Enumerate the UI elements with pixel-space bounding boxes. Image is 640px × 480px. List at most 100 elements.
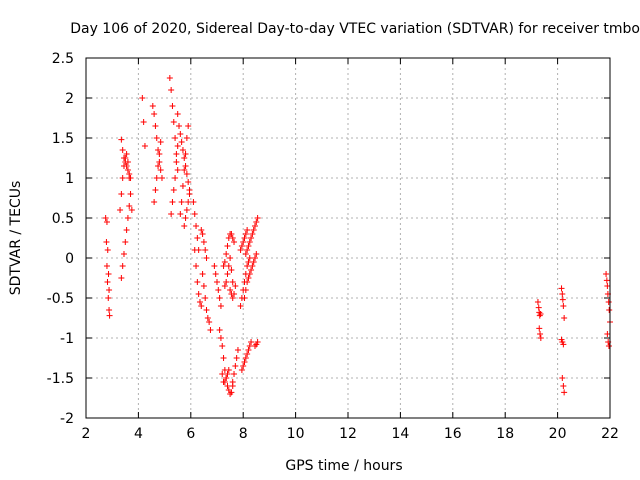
data-point bbox=[182, 151, 189, 157]
data-point bbox=[231, 371, 238, 377]
data-point bbox=[560, 341, 567, 348]
data-point bbox=[179, 147, 186, 153]
x-tick-label: 6 bbox=[186, 426, 195, 442]
data-point bbox=[177, 131, 184, 137]
data-point bbox=[535, 304, 542, 311]
data-point bbox=[158, 175, 165, 181]
data-point bbox=[174, 167, 181, 173]
data-point bbox=[172, 135, 179, 141]
y-tick-label: 2.5 bbox=[52, 51, 74, 67]
data-point bbox=[103, 239, 110, 245]
data-point bbox=[199, 271, 206, 277]
data-point bbox=[245, 259, 252, 265]
data-point bbox=[151, 111, 158, 117]
data-point bbox=[206, 319, 213, 325]
data-point bbox=[117, 207, 124, 213]
data-point bbox=[244, 227, 251, 233]
data-point bbox=[246, 255, 253, 261]
data-point bbox=[106, 307, 113, 313]
data-point bbox=[120, 251, 127, 257]
data-point bbox=[172, 175, 179, 181]
data-point bbox=[229, 279, 236, 285]
data-point bbox=[241, 235, 248, 241]
data-point bbox=[214, 279, 220, 285]
data-point bbox=[174, 143, 181, 149]
data-point bbox=[182, 215, 189, 221]
data-point bbox=[174, 111, 181, 117]
y-tick-label: -2 bbox=[60, 411, 74, 427]
data-point bbox=[200, 283, 207, 289]
data-point bbox=[219, 343, 226, 349]
data-point bbox=[141, 143, 148, 149]
data-point bbox=[168, 87, 175, 93]
data-point bbox=[203, 307, 210, 313]
data-point bbox=[228, 267, 235, 273]
data-point bbox=[128, 207, 135, 213]
data-point bbox=[194, 235, 201, 241]
data-point bbox=[126, 171, 133, 177]
data-point bbox=[152, 187, 159, 193]
data-point bbox=[216, 295, 223, 301]
data-point bbox=[242, 287, 249, 293]
data-point bbox=[118, 136, 125, 143]
x-tick-label: 2 bbox=[82, 426, 91, 442]
data-point bbox=[170, 187, 177, 193]
data-point bbox=[122, 159, 129, 165]
data-point bbox=[124, 215, 131, 221]
data-point bbox=[253, 251, 260, 257]
data-point bbox=[211, 263, 218, 269]
data-point bbox=[181, 167, 188, 173]
data-point bbox=[560, 383, 567, 389]
data-point bbox=[103, 263, 110, 269]
data-point bbox=[185, 199, 192, 205]
data-point bbox=[212, 271, 219, 277]
data-point bbox=[229, 379, 236, 385]
data-point bbox=[181, 223, 188, 229]
data-point bbox=[249, 231, 256, 237]
data-point bbox=[225, 367, 232, 373]
data-point bbox=[127, 175, 134, 181]
data-point bbox=[603, 277, 610, 284]
data-point bbox=[179, 183, 186, 189]
data-point bbox=[119, 263, 126, 269]
data-point bbox=[603, 271, 610, 277]
data-point bbox=[249, 263, 256, 269]
y-tick-label: -1 bbox=[60, 331, 74, 347]
data-point bbox=[202, 295, 209, 301]
data-point bbox=[251, 255, 258, 261]
axis-ticks: 2 4 6 8 10 12 14 16 18 20 22 2.5 2 1.5 1 0.5 0 -0.5 -1 -1.5… bbox=[47, 51, 619, 442]
data-point bbox=[104, 247, 111, 253]
data-point bbox=[124, 167, 131, 173]
data-point bbox=[227, 287, 234, 293]
y-tick-label: -0.5 bbox=[47, 291, 74, 307]
data-point bbox=[185, 123, 192, 129]
data-point bbox=[251, 223, 258, 229]
data-point bbox=[169, 103, 176, 109]
data-point bbox=[241, 359, 248, 365]
data-point bbox=[231, 291, 238, 297]
data-point bbox=[118, 191, 125, 197]
data-point bbox=[177, 211, 184, 217]
data-point bbox=[244, 247, 251, 253]
data-point bbox=[250, 227, 257, 233]
data-point bbox=[119, 147, 126, 153]
x-tick-label: 16 bbox=[444, 426, 462, 442]
data-point bbox=[223, 251, 230, 257]
data-point bbox=[186, 191, 193, 197]
data-point bbox=[176, 123, 183, 129]
data-point bbox=[242, 231, 249, 237]
data-point bbox=[248, 235, 255, 241]
data-point bbox=[178, 199, 185, 205]
data-point bbox=[248, 267, 255, 273]
data-point bbox=[238, 243, 245, 249]
data-point bbox=[536, 325, 543, 332]
data-point bbox=[140, 119, 147, 125]
data-point bbox=[123, 227, 130, 233]
data-point bbox=[220, 355, 227, 361]
data-point bbox=[232, 363, 239, 369]
y-tick-label: 0.5 bbox=[52, 211, 74, 227]
data-point bbox=[153, 175, 160, 181]
data-point bbox=[233, 355, 240, 361]
data-point bbox=[223, 375, 230, 381]
